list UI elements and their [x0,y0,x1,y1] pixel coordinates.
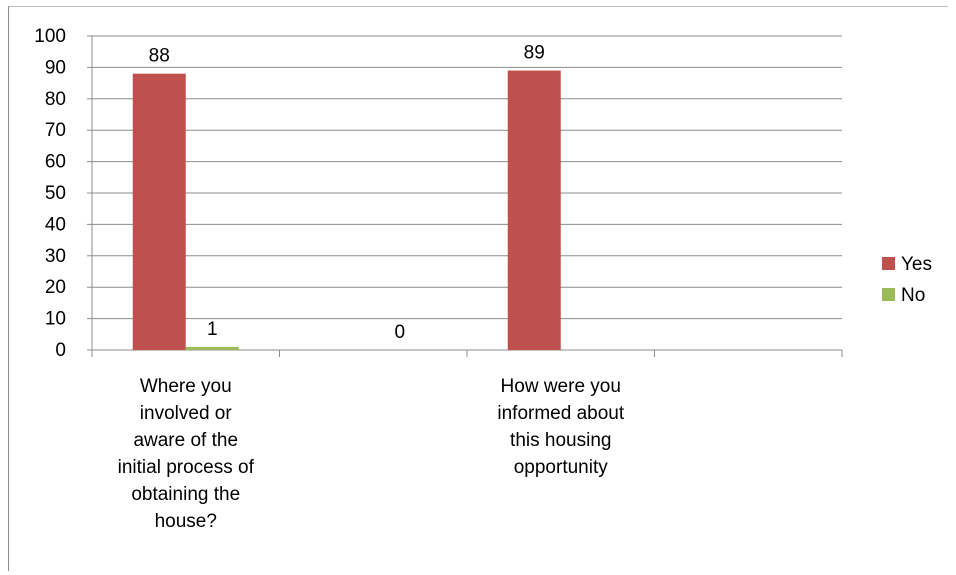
y-tick-label: 60 [45,152,66,173]
y-tick-label: 90 [45,57,66,78]
y-tick-label: 30 [45,246,66,267]
x-category-label: informed about [497,403,624,424]
legend-swatch-no [882,288,895,301]
x-category-label: aware of the [133,430,238,451]
y-tick-label: 10 [45,309,66,330]
x-category-label: Where you [140,376,232,397]
legend-label-no: No [901,285,925,306]
x-category-label: involved or [140,403,233,424]
y-tick-label: 100 [34,26,66,47]
legend-swatch-yes [882,257,895,270]
x-category-label: opportunity [514,457,609,478]
bar-yes [507,70,561,350]
chart-frame [8,6,948,571]
y-tick-label: 40 [45,214,66,235]
y-tick-label: 20 [45,277,66,298]
data-label: 89 [524,43,545,64]
x-category-label: How were you [501,376,621,397]
y-tick-label: 70 [45,120,66,141]
x-category-label: house? [155,511,217,532]
x-category-label: initial process of [118,457,255,478]
x-category-label: this housing [510,430,611,451]
y-tick-label: 80 [45,89,66,110]
bar-no [185,346,239,350]
data-label: 1 [207,319,218,340]
bar-yes [132,73,186,351]
y-tick-label: 50 [45,183,66,204]
x-category-label: obtaining the [131,484,240,505]
data-label: 0 [394,322,405,343]
data-label: 88 [149,46,170,67]
y-tick-label: 0 [55,340,66,361]
legend-label-yes: Yes [901,254,932,275]
